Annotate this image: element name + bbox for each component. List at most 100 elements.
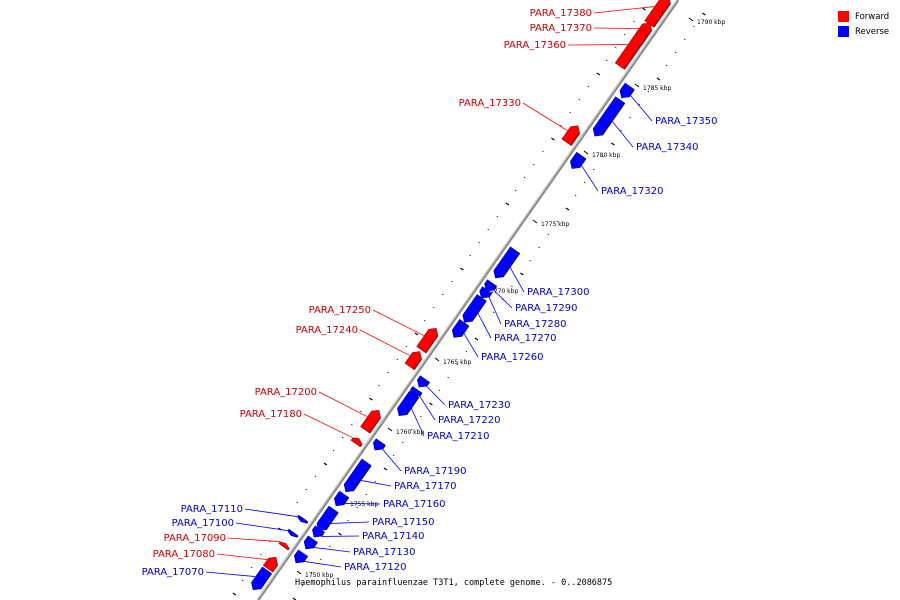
gene-label-para_17290[interactable]: PARA_17290 bbox=[515, 303, 577, 314]
gene-feature-para_17070[interactable] bbox=[251, 566, 272, 591]
gene-feature-para_17360[interactable] bbox=[614, 29, 647, 70]
gene-feature-para_17170[interactable] bbox=[343, 458, 372, 493]
tick-marks bbox=[232, 7, 706, 600]
gene-feature-para_17080[interactable] bbox=[262, 556, 278, 573]
gene-label-para_17360[interactable]: PARA_17360 bbox=[504, 40, 566, 51]
gene-feature-para_17190[interactable] bbox=[372, 438, 386, 451]
gene-feature-para_17110[interactable] bbox=[297, 514, 309, 524]
tick-mark bbox=[383, 467, 388, 471]
gene-shadow bbox=[471, 300, 487, 322]
gene-label-para_17180[interactable]: PARA_17180 bbox=[240, 409, 302, 420]
gene-feature-para_17270[interactable] bbox=[462, 294, 487, 323]
tick-mark bbox=[529, 259, 531, 262]
gene-label-para_17120[interactable]: PARA_17120 bbox=[344, 562, 406, 573]
gene-feature-para_17250[interactable] bbox=[416, 328, 439, 354]
gene-label-para_17250[interactable]: PARA_17250 bbox=[309, 305, 371, 316]
legend-reverse-label: Reverse bbox=[855, 26, 890, 37]
gene-leader-line bbox=[488, 297, 502, 325]
gene-label-para_17240[interactable]: PARA_17240 bbox=[296, 325, 358, 336]
gene-shadow bbox=[296, 535, 299, 538]
tick-mark bbox=[542, 150, 544, 153]
gene-feature-para_17330[interactable] bbox=[561, 125, 580, 146]
tick-mark bbox=[423, 319, 426, 322]
gene-label-para_17130[interactable]: PARA_17130 bbox=[353, 547, 415, 558]
gene-feature-para_17150[interactable] bbox=[316, 505, 339, 531]
gene-leader-line bbox=[359, 329, 410, 356]
gene-shadow bbox=[342, 496, 350, 506]
gene-label-para_17320[interactable]: PARA_17320 bbox=[601, 186, 663, 197]
gene-feature-para_17090[interactable] bbox=[278, 541, 290, 551]
tick-mark bbox=[487, 228, 490, 231]
genome-caption: Haemophilus parainfluenzae T3T1, complet… bbox=[295, 578, 613, 588]
gene-label-para_17090[interactable]: PARA_17090 bbox=[164, 533, 226, 544]
gene-leader-line bbox=[612, 121, 634, 148]
tick-mark bbox=[332, 449, 335, 452]
gene-label-para_17230[interactable]: PARA_17230 bbox=[448, 400, 510, 411]
gene-label-para_17110[interactable]: PARA_17110 bbox=[181, 504, 243, 515]
gene-label-para_17080[interactable]: PARA_17080 bbox=[153, 549, 215, 560]
gene-feature-para_17120[interactable] bbox=[293, 549, 308, 564]
gene-feature-para_17240[interactable] bbox=[404, 351, 422, 370]
gene-feature-para_17380[interactable] bbox=[644, 0, 671, 28]
kbp-tick bbox=[296, 570, 302, 575]
gene-label-para_17220[interactable]: PARA_17220 bbox=[438, 415, 500, 426]
tick-mark bbox=[305, 488, 308, 491]
gene-label-para_17100[interactable]: PARA_17100 bbox=[172, 518, 234, 529]
gene-shadow bbox=[502, 252, 521, 278]
gene-label-para_17350[interactable]: PARA_17350 bbox=[655, 116, 717, 127]
gene-label-para_17210[interactable]: PARA_17210 bbox=[427, 431, 489, 442]
gene-feature-para_17230[interactable] bbox=[417, 375, 430, 388]
kbp-tick bbox=[583, 150, 589, 155]
tick-mark bbox=[456, 363, 459, 366]
gene-label-para_17260[interactable]: PARA_17260 bbox=[481, 352, 543, 363]
gene-label-para_17300[interactable]: PARA_17300 bbox=[527, 287, 589, 298]
tick-mark bbox=[301, 584, 304, 587]
gene-feature-para_17280[interactable] bbox=[479, 286, 492, 299]
tick-mark bbox=[314, 475, 317, 478]
gene-label-para_17280[interactable]: PARA_17280 bbox=[504, 319, 566, 330]
gene-shadow bbox=[405, 397, 420, 416]
gene-label-para_17190[interactable]: PARA_17190 bbox=[404, 466, 466, 477]
gene-label-para_17200[interactable]: PARA_17200 bbox=[255, 387, 317, 398]
tick-mark bbox=[323, 462, 328, 466]
gene-label-para_17160[interactable]: PARA_17160 bbox=[383, 499, 445, 510]
backbone-highlight bbox=[256, 0, 678, 600]
gene-leader-line bbox=[318, 391, 368, 417]
gene-leader-line bbox=[372, 309, 424, 336]
gene-feature-para_17210[interactable] bbox=[397, 390, 419, 416]
tick-mark bbox=[565, 207, 570, 211]
gene-leader-line bbox=[411, 408, 425, 437]
gene-feature-para_17180[interactable] bbox=[350, 437, 363, 448]
gene-label-para_17380[interactable]: PARA_17380 bbox=[530, 8, 592, 19]
tick-mark bbox=[338, 532, 342, 536]
tick-mark bbox=[360, 410, 362, 413]
gene-shadow bbox=[271, 564, 279, 573]
gene-feature-para_17140[interactable] bbox=[312, 525, 325, 538]
gene-label-para_17070[interactable]: PARA_17070 bbox=[142, 567, 204, 578]
gene-feature-para_17200[interactable] bbox=[360, 409, 381, 434]
gene-label-para_17340[interactable]: PARA_17340 bbox=[636, 142, 698, 153]
gene-label-para_17270[interactable]: PARA_17270 bbox=[494, 333, 556, 344]
gene-feature-para_17100[interactable] bbox=[287, 528, 299, 538]
gene-shadow bbox=[302, 555, 308, 563]
gene-labels: PARA_17380 PARA_17370 PARA_17360 PARA_17350… bbox=[142, 6, 717, 578]
gene-label-para_17140[interactable]: PARA_17140 bbox=[362, 531, 424, 542]
gene-feature-para_17290[interactable] bbox=[484, 279, 497, 292]
gene-shadow bbox=[492, 285, 498, 291]
gene-feature-para_17320[interactable] bbox=[570, 151, 587, 169]
gene-feature-para_17340[interactable] bbox=[592, 96, 625, 137]
gene-feature-para_17350[interactable] bbox=[619, 82, 635, 99]
gene-label-para_17170[interactable]: PARA_17170 bbox=[394, 481, 456, 492]
gene-feature-para_17300[interactable] bbox=[493, 246, 520, 279]
tick-mark bbox=[574, 194, 577, 197]
gene-label-para_17330[interactable]: PARA_17330 bbox=[459, 98, 521, 109]
tick-mark bbox=[638, 103, 641, 106]
gene-feature-para_17130[interactable] bbox=[303, 535, 318, 550]
gene-label-para_17370[interactable]: PARA_17370 bbox=[530, 23, 592, 34]
gene-feature-para_17260[interactable] bbox=[451, 319, 470, 338]
gene-shadow bbox=[381, 444, 386, 450]
legend-forward-label: Forward bbox=[855, 11, 890, 22]
gene-label-para_17150[interactable]: PARA_17150 bbox=[372, 517, 434, 528]
tick-mark bbox=[241, 579, 244, 582]
